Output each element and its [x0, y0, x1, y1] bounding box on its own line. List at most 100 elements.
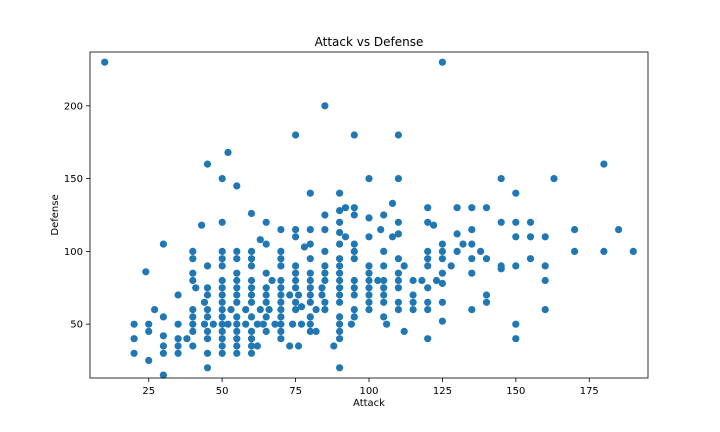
data-point — [189, 327, 197, 335]
data-point — [380, 276, 388, 285]
data-point — [218, 349, 226, 357]
data-point — [350, 247, 358, 255]
data-point — [365, 233, 373, 241]
data-point — [318, 284, 326, 292]
data-point — [189, 276, 197, 285]
data-point — [350, 255, 358, 263]
data-point — [306, 276, 314, 285]
data-point — [365, 298, 373, 306]
data-point — [615, 226, 623, 234]
data-point — [438, 298, 446, 306]
data-point — [453, 230, 461, 238]
data-point — [468, 269, 476, 277]
data-point — [200, 320, 209, 328]
data-point — [453, 247, 461, 255]
x-tick-label: 150 — [506, 386, 525, 397]
data-point — [468, 306, 476, 314]
data-point — [321, 306, 329, 314]
data-point — [300, 243, 308, 251]
data-point — [218, 262, 226, 270]
data-point — [247, 255, 256, 263]
x-tick-label: 25 — [142, 386, 155, 397]
data-point — [330, 342, 338, 350]
data-point — [277, 313, 285, 321]
data-point — [218, 276, 226, 285]
data-point — [174, 320, 182, 328]
data-point — [233, 291, 241, 299]
data-point — [292, 276, 300, 285]
data-point — [512, 335, 520, 343]
data-point — [336, 228, 344, 237]
data-point — [218, 335, 226, 343]
data-point — [189, 342, 197, 350]
data-point — [341, 204, 350, 212]
data-point — [277, 284, 285, 292]
data-point — [292, 233, 300, 241]
data-point — [209, 320, 217, 328]
data-point — [292, 284, 300, 292]
data-point — [424, 247, 432, 255]
data-point — [262, 218, 270, 226]
data-point — [292, 131, 300, 139]
data-point — [277, 298, 285, 306]
data-point — [247, 335, 256, 343]
data-point — [247, 313, 256, 321]
data-point — [482, 291, 491, 299]
data-point — [203, 335, 212, 343]
x-ticks: 25 50 75 100 125 150 175 — [142, 378, 599, 397]
data-point — [438, 240, 446, 248]
data-point — [159, 371, 167, 379]
data-point — [394, 131, 402, 139]
x-tick-label: 175 — [580, 386, 599, 397]
data-point — [468, 255, 476, 263]
data-point — [218, 320, 226, 328]
data-point — [233, 342, 241, 350]
data-point — [262, 327, 270, 335]
data-point — [183, 335, 191, 343]
data-point — [233, 327, 241, 335]
data-point — [365, 306, 373, 314]
data-point — [233, 298, 241, 306]
data-point — [268, 276, 276, 285]
data-point — [218, 306, 226, 314]
data-point — [306, 313, 314, 321]
data-point — [438, 269, 446, 277]
data-point — [218, 327, 226, 335]
data-point — [380, 313, 388, 321]
chart-title: Attack vs Defense — [315, 35, 424, 49]
data-point — [497, 175, 505, 183]
data-point — [541, 276, 549, 285]
data-point — [336, 207, 344, 215]
data-point — [336, 269, 344, 277]
data-point — [233, 276, 241, 285]
data-point — [227, 306, 235, 314]
data-point — [159, 342, 167, 350]
data-point — [101, 58, 109, 66]
data-point — [512, 233, 520, 241]
data-point — [312, 306, 320, 314]
data-point — [306, 291, 314, 299]
data-point — [218, 247, 226, 255]
data-point — [600, 160, 608, 168]
data-point — [218, 342, 226, 350]
data-point — [341, 233, 350, 241]
data-point — [247, 284, 256, 292]
y-tick-label: 100 — [64, 247, 83, 258]
data-point — [336, 284, 344, 292]
data-point — [394, 298, 402, 306]
data-point — [145, 356, 153, 365]
data-point — [424, 218, 432, 226]
data-point — [365, 276, 373, 285]
x-tick-label: 75 — [289, 386, 302, 397]
data-point — [306, 327, 314, 335]
y-axis-label: Defense — [50, 194, 61, 235]
x-axis-label: Attack — [353, 398, 385, 409]
data-point — [233, 320, 241, 328]
data-point — [262, 298, 270, 306]
data-point — [159, 332, 167, 340]
data-point — [336, 335, 344, 343]
data-point — [189, 306, 197, 314]
data-point — [321, 226, 329, 234]
data-point — [174, 349, 182, 357]
